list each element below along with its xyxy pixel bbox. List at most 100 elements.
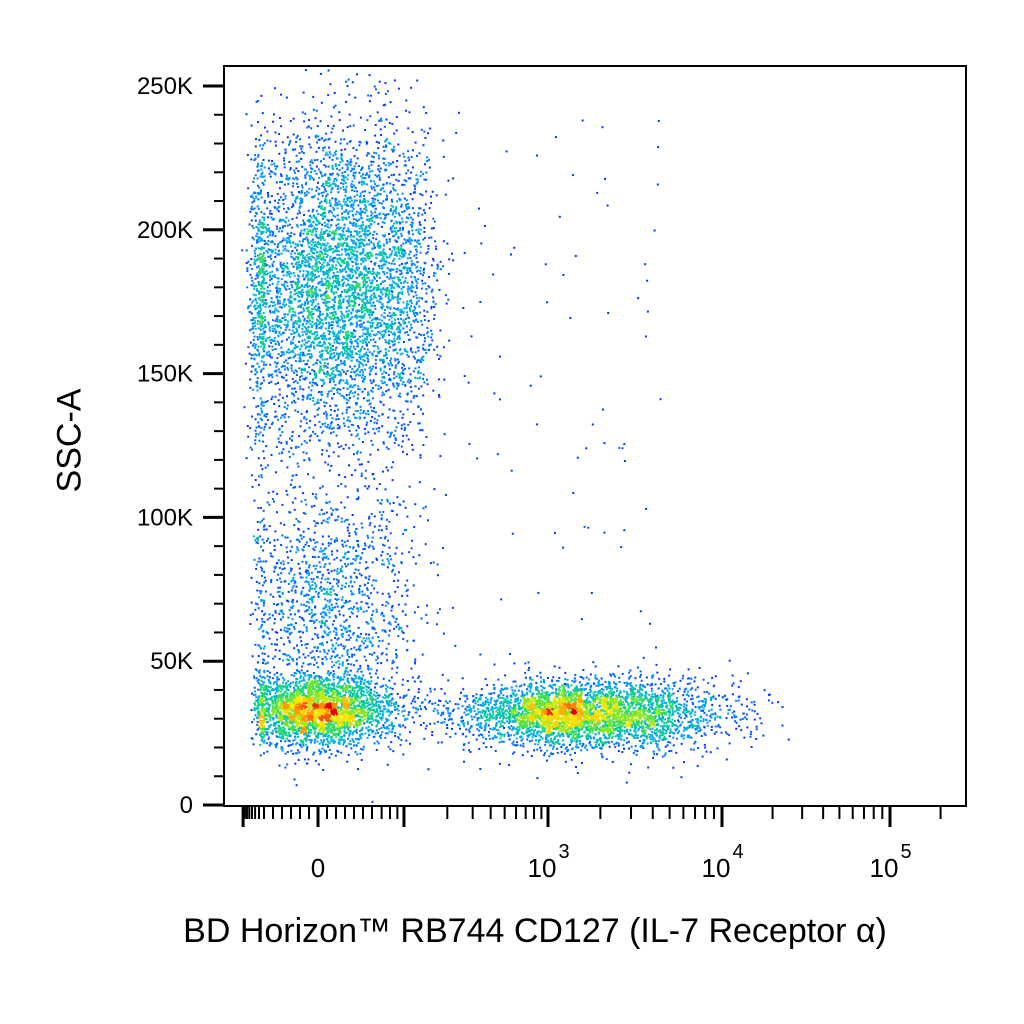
data-point [370,254,373,257]
data-point [307,272,310,275]
data-point [367,341,370,344]
data-point [393,215,396,218]
data-point [312,178,315,181]
data-point [387,298,390,301]
data-point [284,245,287,247]
data-point [371,170,374,173]
data-point [332,307,335,310]
data-point [308,174,311,177]
data-point [327,185,330,188]
data-point [271,234,274,237]
data-point [323,401,326,404]
data-point [281,451,283,454]
data-point [353,378,356,381]
data-point [330,352,333,355]
data-point [379,350,382,353]
data-point [264,263,267,265]
data-point [386,305,389,308]
data-point [315,189,318,192]
data-point [354,171,357,174]
data-point [355,417,358,420]
data-point [311,246,314,249]
data-point [394,357,397,360]
data-point [299,197,302,200]
data-point [257,313,260,316]
data-point [313,415,316,418]
data-point [314,135,317,138]
data-point [262,159,265,161]
data-point [332,280,335,283]
data-point [302,323,304,325]
data-point [275,268,278,270]
data-point [310,250,313,253]
data-point [351,378,354,381]
data-point [351,167,354,170]
data-point [422,359,425,362]
data-point [270,195,273,198]
data-point [251,485,254,488]
data-point [340,359,343,362]
data-point [275,296,278,299]
data-point [317,319,320,322]
data-point [407,240,410,243]
data-point [345,188,347,191]
data-point [378,277,381,279]
data-point [260,94,263,97]
data-point [364,232,367,235]
data-point [435,194,438,197]
data-point [277,210,280,213]
data-point [321,338,324,340]
data-point [324,250,327,253]
data-point [292,117,295,120]
data-point [331,182,334,185]
data-point [347,174,350,177]
data-point [264,273,267,276]
data-point [351,213,354,216]
data-point [255,284,258,287]
data-point [302,152,305,155]
data-point [312,363,315,366]
data-point [252,354,254,357]
data-point [390,229,393,232]
data-point [367,271,370,274]
data-point [250,205,253,208]
data-point [402,434,404,437]
data-point [262,281,265,284]
data-point [377,164,380,167]
data-point [335,264,338,267]
data-point [338,302,341,305]
data-point [257,274,260,277]
data-point [341,278,344,281]
data-point [355,310,358,313]
data-point [342,200,345,203]
data-point [385,182,388,185]
data-point [372,473,375,475]
data-point [341,167,344,170]
data-point [337,295,340,297]
data-point [381,330,384,333]
data-point [355,266,358,269]
data-point [415,257,418,260]
data-point [287,298,290,301]
data-point [351,271,354,274]
data-point [421,194,424,197]
data-point [308,330,311,333]
data-point [402,253,405,256]
data-point [337,335,340,338]
data-point [264,305,267,308]
data-point [378,272,381,275]
data-point [314,270,317,272]
data-point [307,264,310,267]
data-point [413,305,416,308]
data-point [247,260,250,263]
data-point [259,219,261,222]
data-point [299,358,302,360]
data-point [274,255,277,258]
data-point [330,238,333,241]
data-point [347,227,350,230]
data-point [335,335,338,338]
data-point [274,131,277,134]
data-point [335,232,338,235]
data-point [310,258,313,261]
data-point [250,319,253,322]
